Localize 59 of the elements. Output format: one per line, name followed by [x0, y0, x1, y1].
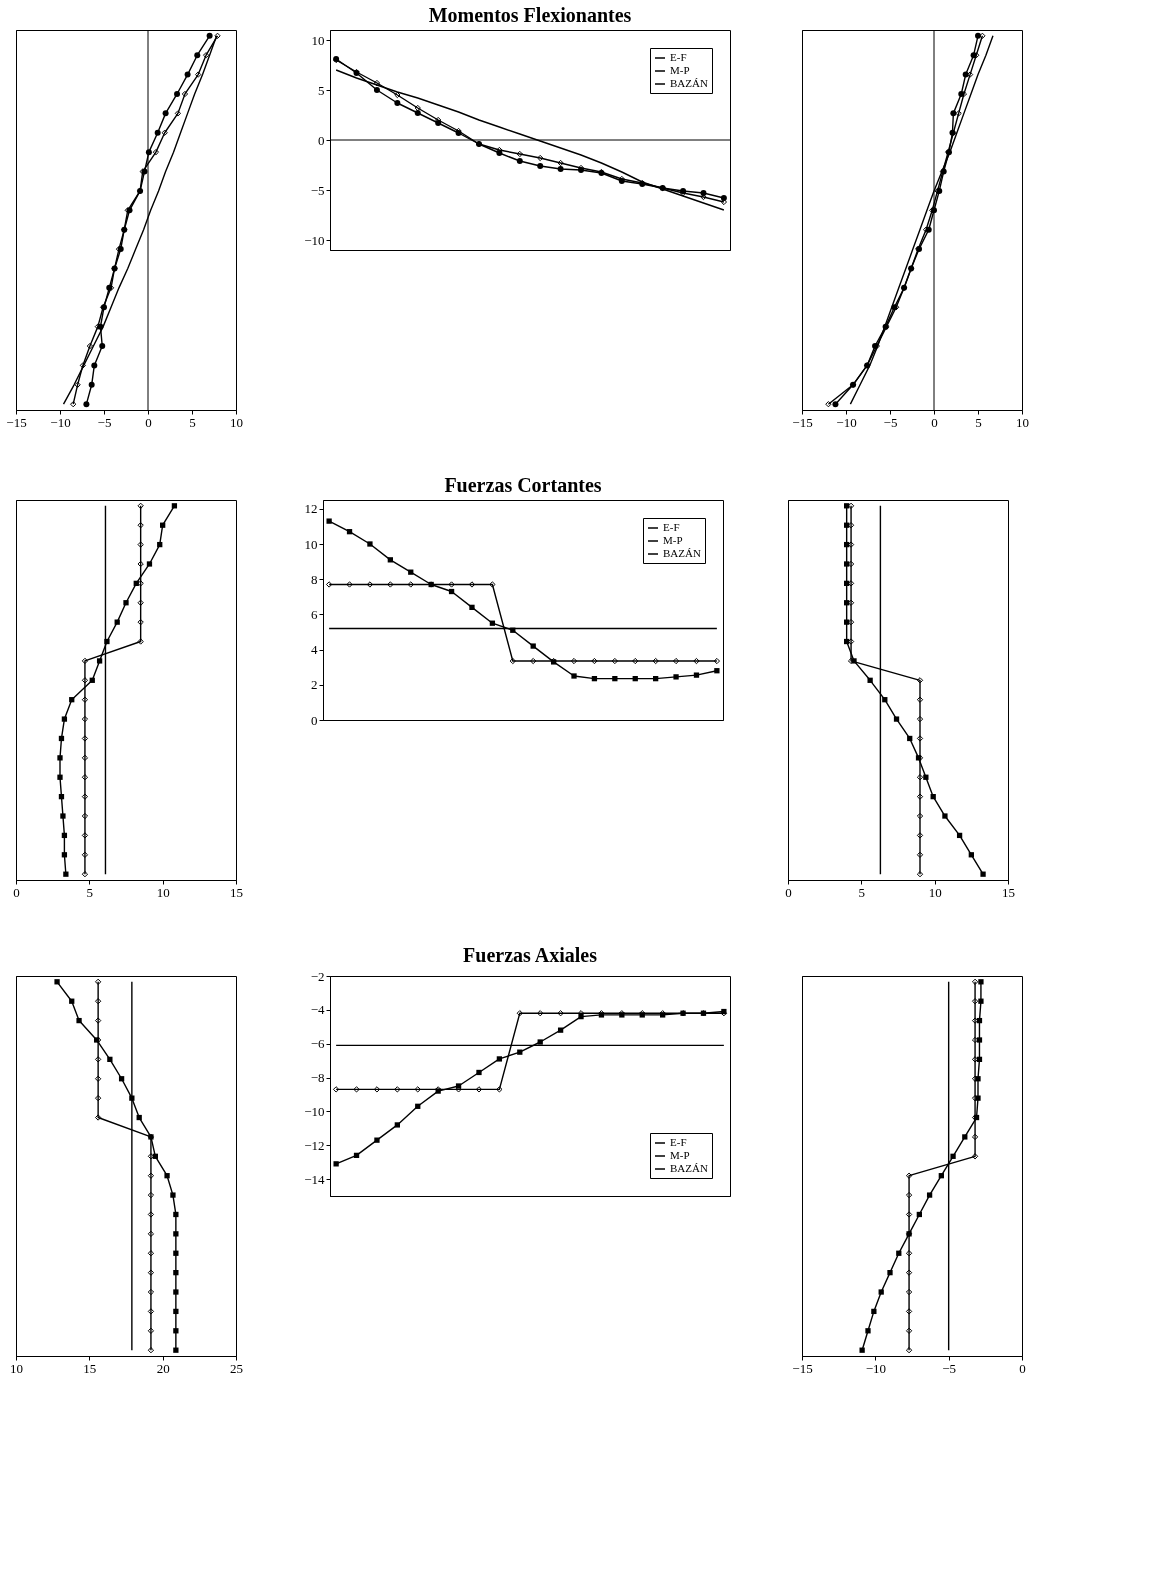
- x-tick-label: −5: [97, 414, 112, 430]
- x-tick-label: 10: [1016, 414, 1029, 430]
- x-tick-label: −15: [792, 1360, 813, 1376]
- y-tick-label: 6: [311, 606, 318, 622]
- y-tick-label: −14: [304, 1171, 325, 1187]
- x-tick-label: 15: [1002, 884, 1015, 900]
- x-tick-label: −10: [836, 414, 857, 430]
- x-tick-label: 5: [189, 414, 196, 430]
- x-tick-label: 0: [785, 884, 792, 900]
- x-tick-label: 20: [156, 1360, 170, 1376]
- legend-label: E-F: [670, 51, 687, 63]
- x-tick-label: 0: [931, 414, 938, 430]
- legend-label: E-F: [663, 521, 680, 533]
- x-tick-label: −10: [865, 1360, 887, 1376]
- x-tick-label: −15: [6, 414, 27, 430]
- x-tick-label: −5: [942, 1360, 957, 1376]
- x-tick-label: 5: [86, 884, 94, 900]
- chart-title: Fuerzas Axiales: [463, 944, 598, 966]
- x-tick-label: −10: [50, 414, 71, 430]
- y-tick-label: 4: [311, 642, 318, 658]
- x-tick-label: 10: [928, 884, 942, 900]
- x-tick-label: 10: [156, 884, 170, 900]
- y-tick-label: −10: [304, 232, 325, 248]
- y-tick-label: −4: [310, 1002, 325, 1018]
- chart-title: Fuerzas Cortantes: [444, 474, 602, 496]
- y-tick-label: 2: [311, 677, 318, 693]
- y-tick-label: 5: [318, 82, 325, 98]
- legend-label: M-P: [670, 64, 690, 76]
- y-tick-label: 10: [304, 536, 318, 552]
- x-tick-label: −5: [883, 414, 898, 430]
- y-tick-label: −2: [310, 968, 325, 984]
- y-tick-label: 0: [311, 712, 318, 728]
- legend-label: BAZÁN: [663, 547, 701, 559]
- x-tick-label: −15: [792, 414, 813, 430]
- x-tick-label: 0: [145, 414, 152, 430]
- x-tick-label: 10: [10, 1360, 23, 1376]
- x-tick-label: 15: [83, 1360, 97, 1376]
- y-tick-label: 0: [318, 132, 325, 148]
- legend-label: BAZÁN: [670, 1162, 708, 1174]
- chart-title: Momentos Flexionantes: [428, 4, 632, 26]
- legend-label: M-P: [663, 534, 683, 546]
- x-tick-label: 10: [230, 414, 243, 430]
- x-tick-label: 5: [975, 414, 982, 430]
- x-tick-label: 15: [230, 884, 243, 900]
- x-tick-label: 5: [858, 884, 866, 900]
- y-tick-label: −10: [304, 1103, 325, 1119]
- y-tick-label: −12: [304, 1137, 325, 1153]
- legend-label: M-P: [670, 1149, 690, 1161]
- legend-label: E-F: [670, 1136, 687, 1148]
- y-tick-label: −6: [310, 1036, 325, 1052]
- x-tick-label: 25: [230, 1360, 243, 1376]
- y-tick-label: −8: [310, 1070, 325, 1086]
- legend-label: BAZÁN: [670, 77, 708, 89]
- y-tick-label: 8: [311, 571, 318, 587]
- y-tick-label: 12: [304, 501, 318, 517]
- y-tick-label: 10: [311, 32, 325, 48]
- x-tick-label: 0: [1019, 1360, 1026, 1376]
- y-tick-label: −5: [310, 182, 325, 198]
- x-tick-label: 0: [13, 884, 20, 900]
